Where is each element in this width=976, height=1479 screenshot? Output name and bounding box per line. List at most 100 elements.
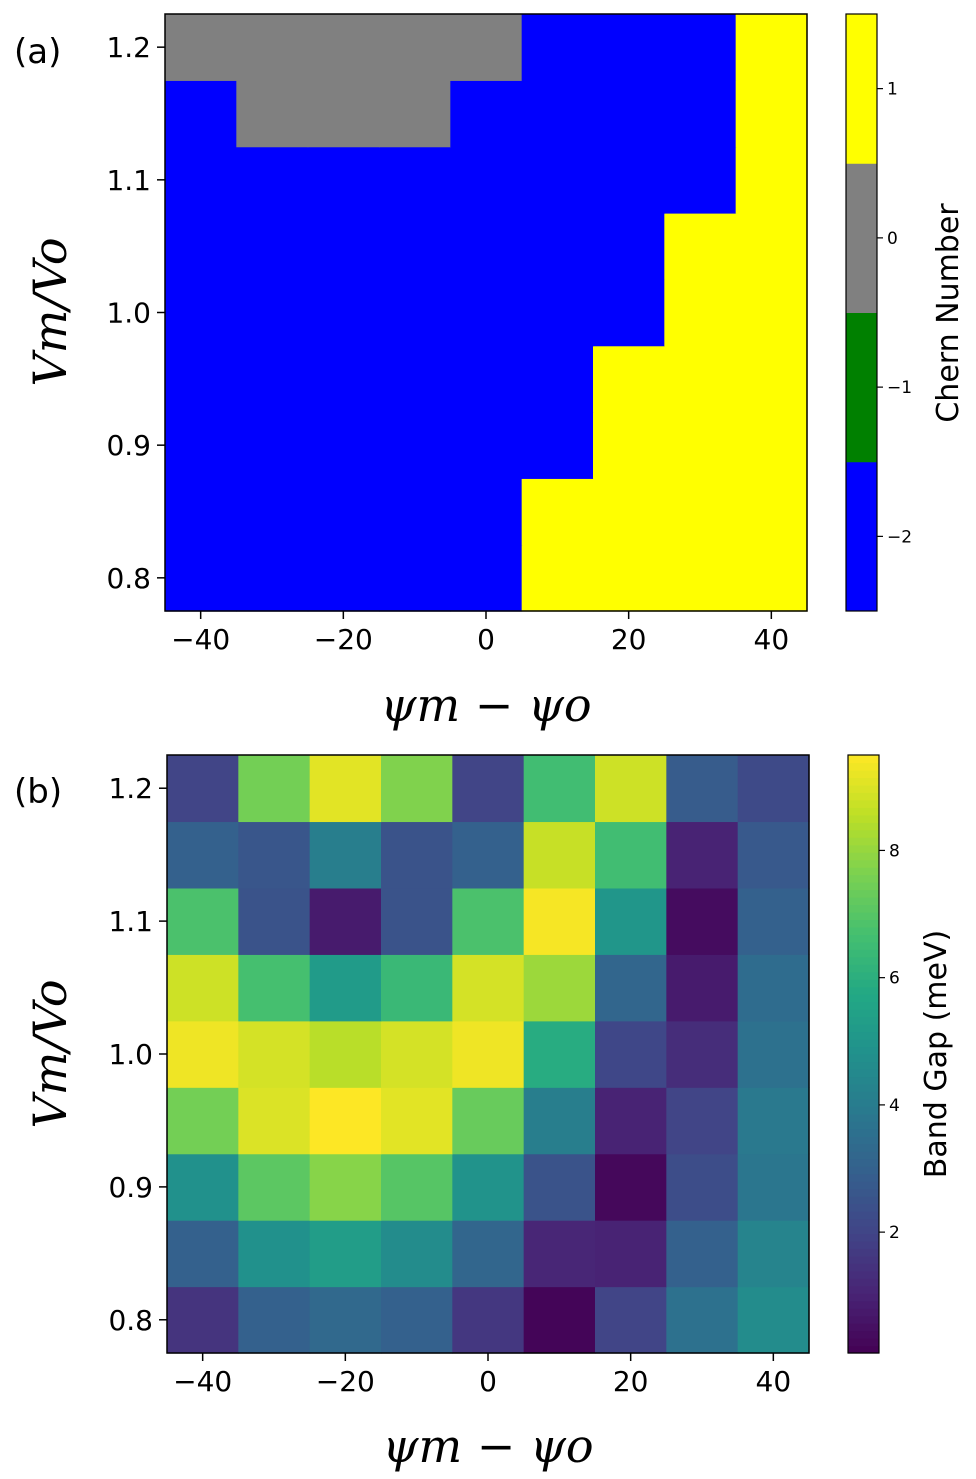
panel-a-x-tick-label: 20 (611, 623, 647, 656)
panel-a-cell (735, 544, 808, 612)
panel-b-colorbar-gradient-step (848, 956, 879, 965)
panel-b-cell (381, 821, 453, 889)
panel-b-cell (452, 887, 525, 955)
panel-a-cell (450, 279, 523, 347)
panel-b-colorbar-gradient-step (848, 1315, 879, 1324)
panel-a-cell (379, 345, 451, 413)
panel-b-colorbar-gradient-step (848, 1054, 879, 1063)
panel-a-cell (379, 478, 451, 546)
panel-b-y-ticks: 0.8 0.9 1.0 1.1 1.2 (108, 772, 167, 1337)
panel-b-colorbar-gradient-step (848, 904, 879, 913)
panel-b-cell (309, 1087, 382, 1155)
panel-a-cell (450, 213, 523, 280)
panel-a-cell (664, 146, 737, 214)
panel-b-cell (309, 954, 382, 1022)
panel-b-colorbar-gradient-step (848, 889, 879, 898)
panel-b-y-tick-label: 1.1 (108, 905, 153, 938)
panel-a-cell (521, 478, 594, 546)
panel-a-cell (165, 279, 237, 347)
panel-a-colorbar-segment (846, 312, 877, 463)
panel-b-colorbar-gradient-step (848, 814, 879, 823)
panel-a-colorbar-segment (846, 14, 877, 164)
panel-b-cell (523, 954, 596, 1022)
panel-a-colorbar-tick-label: 1 (887, 80, 898, 100)
panel-b-colorbar-gradient-step (848, 926, 879, 935)
panel-a-y-tick-label: 1.0 (106, 297, 151, 330)
panel-b-colorbar-gradient-step (848, 1225, 879, 1234)
panel-b-cell (381, 887, 453, 955)
panel-a-y-tick-label: 1.2 (106, 31, 151, 64)
panel-a-cell (735, 146, 808, 214)
panel-b-colorbar-gradient-step (848, 1270, 879, 1279)
panel-b-colorbar-gradient-step (848, 986, 879, 995)
panel-a-cell (236, 213, 309, 280)
panel-a-cell (593, 146, 665, 214)
panel-a-y-ticks: 0.8 0.9 1.0 1.1 1.2 (106, 31, 165, 595)
panel-b-cell (381, 1020, 453, 1088)
panel-b-colorbar-gradient-step (848, 979, 879, 988)
panel-a-cell (236, 544, 309, 612)
panel-b-cell (381, 755, 453, 823)
panel-b-cell (737, 1020, 810, 1088)
panel-a-cell (664, 80, 737, 148)
panel-a-cell (307, 478, 380, 546)
panel-a-cell (450, 412, 523, 479)
panel-a-cell (236, 478, 309, 546)
panel-b-cell (238, 887, 311, 955)
panel-a-cell (379, 279, 451, 347)
panel-b-cell (595, 1020, 667, 1088)
panel-b-colorbar-tick-label: 8 (889, 841, 900, 861)
panel-a-cell (664, 14, 737, 81)
panel-a-y-tick-label: 1.1 (106, 164, 151, 197)
panel-b-colorbar-gradient-step (848, 1113, 879, 1122)
panel-b-cell (381, 1087, 453, 1155)
panel-b-band-gap: (b) −40 −20 0 20 40 0.80.91.01.11.2 ψm − ψo … (14, 754, 954, 1473)
panel-b-cell (167, 954, 239, 1022)
panel-a-cell (593, 412, 665, 479)
panel-b-cell (737, 821, 810, 889)
panel-a-cell (236, 14, 309, 81)
panel-b-colorbar-gradient-step (848, 919, 879, 928)
panel-b-cell (452, 1220, 525, 1288)
panel-a-cell (664, 279, 737, 347)
panel-a-cell (307, 279, 380, 347)
panel-b-colorbar-gradient-step (848, 1263, 879, 1272)
panel-b-heatmap-cells (167, 755, 810, 1354)
panel-b-colorbar-gradient-step (848, 1248, 879, 1257)
panel-b-cell (666, 1020, 739, 1088)
panel-b-cell (737, 1087, 810, 1155)
panel-b-colorbar-gradient-step (848, 1345, 879, 1354)
panel-b-colorbar-gradient-step (848, 1061, 879, 1070)
panel-a-y-tick-label: 0.8 (106, 562, 151, 595)
panel-a-cell (307, 345, 380, 413)
panel-a-cell (379, 412, 451, 479)
panel-a-cell (307, 213, 380, 280)
panel-b-x-tick-label: 40 (756, 1365, 792, 1398)
panel-b-cell (666, 755, 739, 823)
panel-a-cell (165, 146, 237, 214)
panel-b-cell (452, 821, 525, 889)
panel-a-cell (664, 478, 737, 546)
panel-b-cell (167, 887, 239, 955)
panel-b-colorbar-gradient-step (848, 949, 879, 958)
panel-b-colorbar-gradient-step (848, 1076, 879, 1085)
panel-a-cell (379, 544, 451, 612)
panel-b-colorbar-gradient-step (848, 1031, 879, 1040)
panel-b-colorbar-gradient-step (848, 1278, 879, 1287)
panel-b-cell (309, 755, 382, 823)
panel-b-colorbar-tick-label: 4 (889, 1096, 900, 1116)
panel-b-x-tick-label: −40 (173, 1365, 232, 1398)
panel-b-cell (523, 1087, 596, 1155)
panel-a-cell (664, 213, 737, 280)
panel-b-y-tick-label: 0.8 (108, 1304, 153, 1337)
panel-b-x-ticks: −40 −20 0 20 40 (173, 1353, 791, 1398)
panel-a-heatmap-cells (165, 14, 808, 612)
panel-b-colorbar-gradient-step (848, 755, 879, 764)
panel-b-colorbar-gradient-step (848, 1285, 879, 1294)
panel-a-colorbar-frame (845, 13, 878, 612)
panel-b-cell (595, 1220, 667, 1288)
panel-a-cell (593, 80, 665, 148)
panel-b-colorbar-gradient-step (848, 1255, 879, 1264)
panel-a-x-axis-label: ψm − ψo (380, 678, 591, 732)
panel-a-cell (379, 14, 451, 81)
